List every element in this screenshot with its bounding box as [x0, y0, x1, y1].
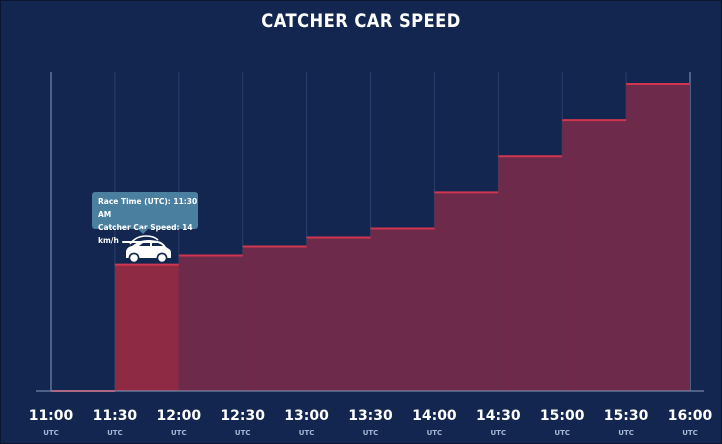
tooltip-speed: Catcher Car Speed: 14 km/h — [98, 223, 193, 245]
chart-title: CATCHER CAR SPEED — [261, 10, 461, 32]
area-step — [178, 255, 243, 391]
x-tick-unit: UTC — [682, 429, 698, 437]
x-tick-label: 14:00 — [412, 408, 457, 424]
x-tick-unit: UTC — [299, 429, 315, 437]
area-layer — [114, 84, 690, 391]
area-step — [498, 156, 563, 391]
area-step — [626, 84, 690, 391]
x-tick-label: 16:00 — [668, 408, 713, 424]
axis-layer: 11:00 UTC 11:30 UTC 12:00 UTC 12:30 UTC 13:00 UTC… — [29, 390, 713, 437]
x-tick-label: 15:00 — [540, 408, 585, 424]
x-tick-label: 11:30 — [93, 408, 138, 424]
x-tick-unit: UTC — [171, 429, 187, 437]
x-tick-unit: UTC — [427, 429, 443, 437]
x-tick-unit: UTC — [43, 429, 59, 437]
x-tick-unit: UTC — [618, 429, 634, 437]
area-step — [562, 120, 627, 391]
x-tick-label: 11:00 — [29, 408, 74, 424]
x-tick-label: 13:30 — [348, 408, 393, 424]
x-tick-label: 15:30 — [604, 408, 649, 424]
area-step — [242, 246, 307, 391]
x-tick-unit: UTC — [490, 429, 506, 437]
area-step — [306, 237, 371, 391]
area-step — [370, 228, 435, 391]
x-tick-unit: UTC — [107, 429, 123, 437]
car-icon — [122, 235, 171, 264]
area-step — [434, 192, 499, 391]
x-tick-label: 12:00 — [157, 408, 202, 424]
x-tick-unit: UTC — [554, 429, 570, 437]
x-tick-label: 13:00 — [284, 408, 329, 424]
x-tick-unit: UTC — [363, 429, 379, 437]
x-tick-label: 12:30 — [220, 408, 265, 424]
area-step — [114, 264, 179, 391]
tooltip-race-time: Race Time (UTC): 11:30 AM — [98, 197, 198, 219]
data-tooltip: Race Time (UTC): 11:30 AM Catcher Car Sp… — [92, 192, 198, 245]
x-tick-label: 14:30 — [476, 408, 521, 424]
x-tick-unit: UTC — [235, 429, 251, 437]
